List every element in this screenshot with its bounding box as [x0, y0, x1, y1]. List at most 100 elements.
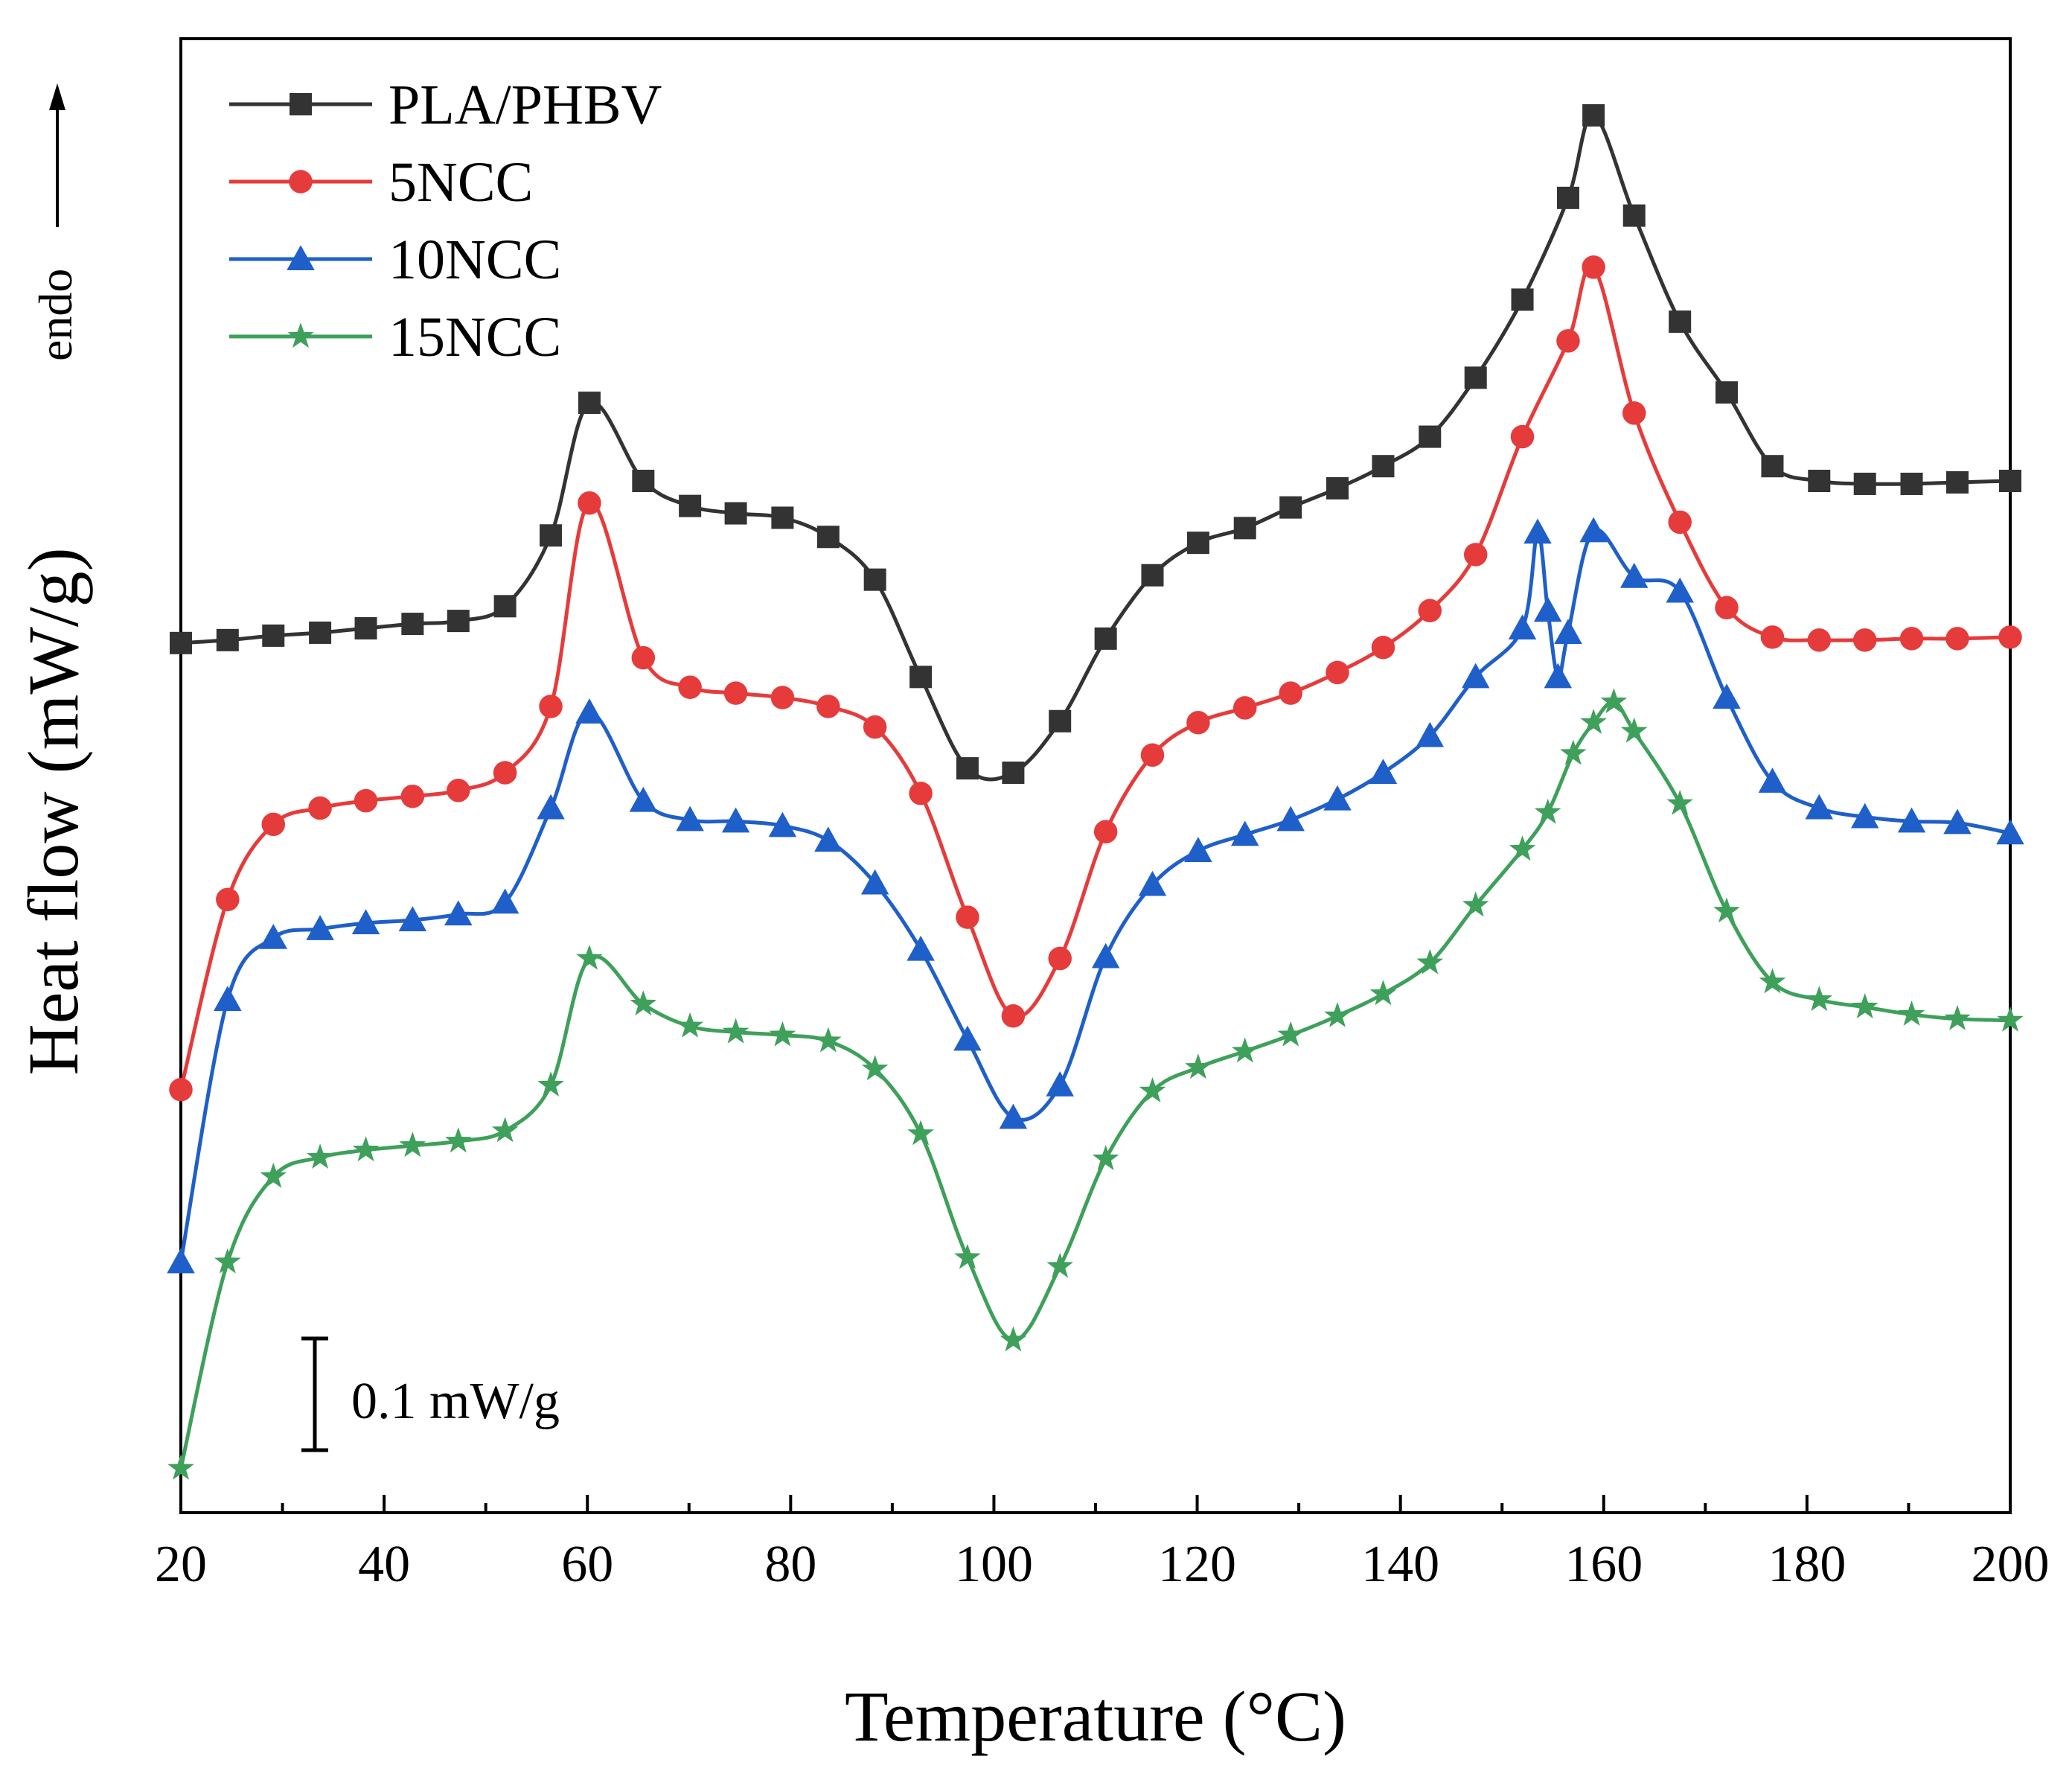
- data-point: [1048, 946, 1072, 971]
- data-point: [1668, 510, 1692, 535]
- data-point: [309, 621, 332, 644]
- legend-item: 10NCC: [229, 229, 561, 291]
- data-point: [1850, 802, 1879, 829]
- data-point: [1759, 968, 1786, 994]
- data-point: [490, 888, 519, 914]
- data-point: [1369, 980, 1397, 1006]
- data-point: [863, 568, 886, 591]
- data-point: [863, 715, 887, 739]
- data-point: [1999, 470, 2021, 492]
- data-point: [1898, 1001, 1925, 1026]
- data-point: [1419, 425, 1442, 448]
- data-point: [1556, 329, 1580, 353]
- data-point: [1001, 1003, 1026, 1028]
- data-point: [1232, 696, 1257, 720]
- data-point: [909, 666, 933, 689]
- data-point: [769, 1021, 796, 1047]
- data-point: [1279, 496, 1302, 519]
- data-point: [676, 805, 704, 832]
- data-point: [354, 788, 378, 813]
- data-point: [447, 610, 470, 633]
- x-tick-label: 80: [764, 1536, 816, 1593]
- data-point: [1416, 721, 1445, 747]
- data-point: [1093, 820, 1118, 843]
- data-point: [1046, 1252, 1073, 1278]
- data-point: [1582, 255, 1605, 279]
- data-point: [815, 1027, 842, 1053]
- data-point: [677, 1012, 703, 1038]
- data-point: [1523, 518, 1552, 544]
- data-point: [1091, 942, 1120, 969]
- data-point: [1463, 543, 1488, 567]
- legend-marker: [290, 93, 312, 115]
- data-point: [1808, 470, 1831, 492]
- data-point: [1509, 835, 1536, 861]
- legend-item: PLA/PHBV: [229, 74, 662, 136]
- data-point: [1713, 897, 1740, 923]
- data-point: [1092, 1145, 1119, 1170]
- data-point: [1620, 717, 1648, 743]
- data-point: [401, 613, 424, 636]
- data-point: [575, 698, 604, 724]
- x-axis-tick-labels: 20 40 60 80 100 120 140 160 180 200: [155, 1536, 2050, 1593]
- data-point: [1418, 599, 1442, 622]
- data-point: [491, 1117, 519, 1143]
- data-point: [578, 392, 601, 415]
- data-point: [1556, 186, 1579, 209]
- data-point: [1138, 870, 1167, 896]
- data-point: [907, 1120, 934, 1146]
- series-line: [179, 700, 2012, 1471]
- data-point: [1326, 660, 1349, 685]
- legend-marker: [287, 322, 314, 348]
- data-point: [1666, 789, 1693, 815]
- data-point: [1900, 472, 1923, 495]
- data-point: [1534, 798, 1561, 824]
- legend-item: 5NCC: [229, 151, 533, 214]
- data-point: [816, 526, 840, 549]
- data-point: [493, 761, 517, 785]
- legend: PLA/PHBV 5NCC 10NCC 15NCC: [229, 74, 662, 368]
- data-point: [261, 812, 286, 837]
- scale-bar: 0.1 mW/g: [301, 1336, 560, 1452]
- data-point: [1185, 1053, 1212, 1079]
- data-point: [1761, 455, 1784, 478]
- data-point: [444, 900, 473, 926]
- data-point: [678, 675, 702, 699]
- data-point: [1715, 596, 1739, 620]
- scale-bar-label: 0.1 mW/g: [351, 1373, 560, 1430]
- data-point: [1511, 288, 1534, 311]
- data-point: [1600, 688, 1628, 714]
- data-point: [1461, 663, 1490, 689]
- series-5ncc: [169, 255, 2022, 1102]
- data-point: [1233, 517, 1256, 540]
- data-point: [1533, 596, 1562, 622]
- x-tick-label: 20: [155, 1536, 207, 1593]
- data-point: [814, 826, 842, 852]
- data-point: [1853, 472, 1876, 495]
- data-point: [1184, 837, 1212, 862]
- data-point: [1669, 310, 1692, 334]
- data-point: [1806, 986, 1833, 1012]
- data-point: [631, 645, 656, 670]
- data-point: [578, 491, 601, 515]
- data-point: [1046, 1071, 1074, 1097]
- data-point: [537, 1071, 564, 1097]
- data-point: [724, 502, 747, 525]
- data-point: [1554, 619, 1582, 644]
- data-point: [1899, 627, 1924, 651]
- data-point: [1230, 820, 1259, 846]
- data-point: [167, 1454, 194, 1480]
- data-point: [493, 595, 517, 618]
- x-tick-label: 200: [1972, 1536, 2050, 1593]
- data-point: [1186, 710, 1210, 735]
- data-point: [1002, 762, 1025, 785]
- data-point: [679, 494, 702, 517]
- data-point: [1560, 739, 1587, 765]
- data-point: [1139, 1077, 1166, 1103]
- data-point: [400, 784, 425, 808]
- y-axis-title: Heat flow (mW/g): [13, 547, 93, 1075]
- data-point: [1371, 635, 1395, 660]
- data-point: [167, 1248, 195, 1274]
- data-point: [1582, 103, 1605, 127]
- data-point: [1945, 627, 1969, 651]
